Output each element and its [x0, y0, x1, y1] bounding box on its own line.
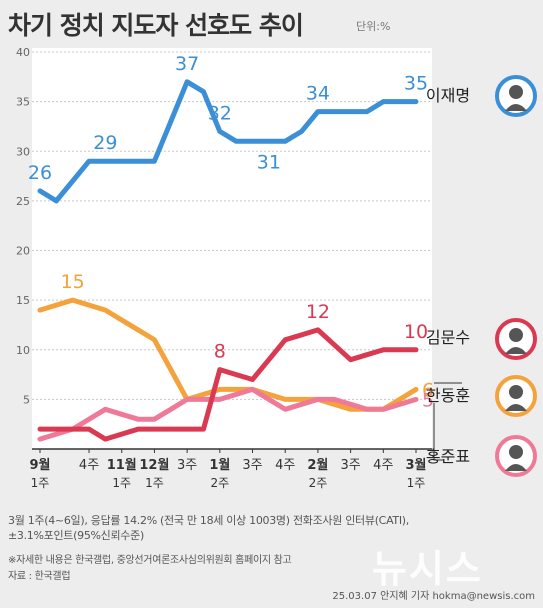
series-line-이재명 — [37, 79, 419, 204]
x-axis: 9월 1주 4주 11월 1주 12월 1주 3주 1월 2주 3주 4주 2월 2주 3주 4주 3월 1주 — [29, 448, 432, 490]
x-tick-label: 3주 — [242, 458, 262, 473]
legend-label: 김문수 — [426, 328, 470, 347]
margin-of-error-note: ±3.1%포인트(95%신뢰수준) — [8, 529, 144, 542]
avatar-head-icon — [509, 85, 523, 99]
data-label: 5 — [422, 389, 434, 411]
byline-credit: 25.03.07 안지혜 기자 hokma@newsis.com — [332, 591, 535, 602]
y-axis: 5 10 15 20 25 30 35 40 — [16, 46, 30, 406]
avatar-body-icon — [505, 104, 527, 111]
survey-method-note: 3월 1주(4~6일), 응답률 14.2% (전국 만 18세 이상 1003… — [8, 514, 409, 527]
series-line-김문수 — [37, 327, 419, 442]
x-tick-sublabel: 1주 — [407, 476, 426, 490]
avatar-body-icon — [505, 404, 527, 411]
data-label: 10 — [404, 321, 428, 343]
data-label: 37 — [175, 53, 199, 75]
data-label: 15 — [61, 271, 85, 293]
y-tick-label: 10 — [16, 344, 30, 357]
reference-note: ※자세한 내용은 한국갤럽, 중앙선거여론조사심의위원회 홈페이지 참고 — [8, 555, 292, 566]
data-label: 29 — [93, 132, 117, 154]
y-tick-label: 15 — [16, 294, 30, 307]
x-tick-label: 3월 — [405, 457, 426, 473]
unit-label: 단위:% — [356, 20, 391, 33]
series-line-홍준표 — [37, 386, 419, 442]
grid-lines — [32, 48, 432, 449]
line-chart: 5 10 15 20 25 30 35 40 9월 1주 4주 11월 1주 12월 1주 3주 1월 2주 3주… — [16, 46, 537, 490]
x-tick-sublabel: 1주 — [31, 476, 50, 490]
avatar-body-icon — [505, 464, 527, 471]
y-tick-label: 40 — [16, 46, 30, 59]
avatar-head-icon — [509, 445, 523, 459]
data-label: 34 — [306, 83, 330, 105]
source-note: 자료 : 한국갤럽 — [8, 571, 71, 582]
x-tick-label: 4주 — [373, 458, 393, 473]
plot-background — [32, 48, 432, 449]
legend-connector — [433, 403, 444, 461]
x-tick-sublabel: 2주 — [309, 476, 328, 490]
avatar-head-icon — [509, 328, 523, 342]
x-tick-label: 12월 — [139, 457, 169, 473]
data-labels: 26 29 37 32 31 34 35 8 12 10 15 65 — [28, 53, 434, 412]
chart-title: 차기 정치 지도자 선호도 추이 — [8, 11, 304, 40]
data-label: 35 — [404, 73, 428, 95]
x-tick-label: 11월 — [107, 457, 137, 473]
series-line-한동훈 — [37, 297, 419, 412]
x-tick-sublabel: 2주 — [210, 476, 229, 490]
data-label: 31 — [257, 151, 281, 173]
data-label: 8 — [214, 341, 226, 363]
x-tick-label: 4주 — [275, 458, 295, 473]
data-label: 12 — [306, 301, 330, 323]
legend-label: 이재명 — [426, 86, 470, 105]
y-tick-label: 30 — [16, 145, 30, 158]
legend-label: 한동훈 — [426, 386, 470, 405]
avatar-head-icon — [509, 385, 523, 399]
y-tick-label: 25 — [16, 195, 30, 208]
legend-label: 홍준표 — [426, 447, 470, 466]
y-tick-label: 35 — [16, 96, 30, 109]
y-tick-label: 20 — [16, 245, 30, 258]
x-tick-sublabel: 1주 — [112, 476, 131, 490]
x-tick-label: 2월 — [307, 457, 328, 473]
avatar-body-icon — [505, 347, 527, 354]
y-tick-label: 5 — [23, 393, 30, 406]
data-label: 32 — [208, 102, 232, 124]
x-tick-label: 3주 — [340, 458, 360, 473]
x-tick-label: 9월 — [29, 457, 50, 473]
x-tick-label: 4주 — [79, 458, 99, 473]
x-tick-label: 1월 — [209, 457, 230, 473]
x-tick-label: 3주 — [177, 458, 197, 473]
series-lines — [37, 79, 419, 442]
x-tick-sublabel: 1주 — [145, 476, 164, 490]
data-label: 26 — [28, 162, 52, 184]
newsis-watermark-logo: 뉴시스 — [372, 547, 483, 591]
data-label: 6 — [422, 379, 434, 401]
